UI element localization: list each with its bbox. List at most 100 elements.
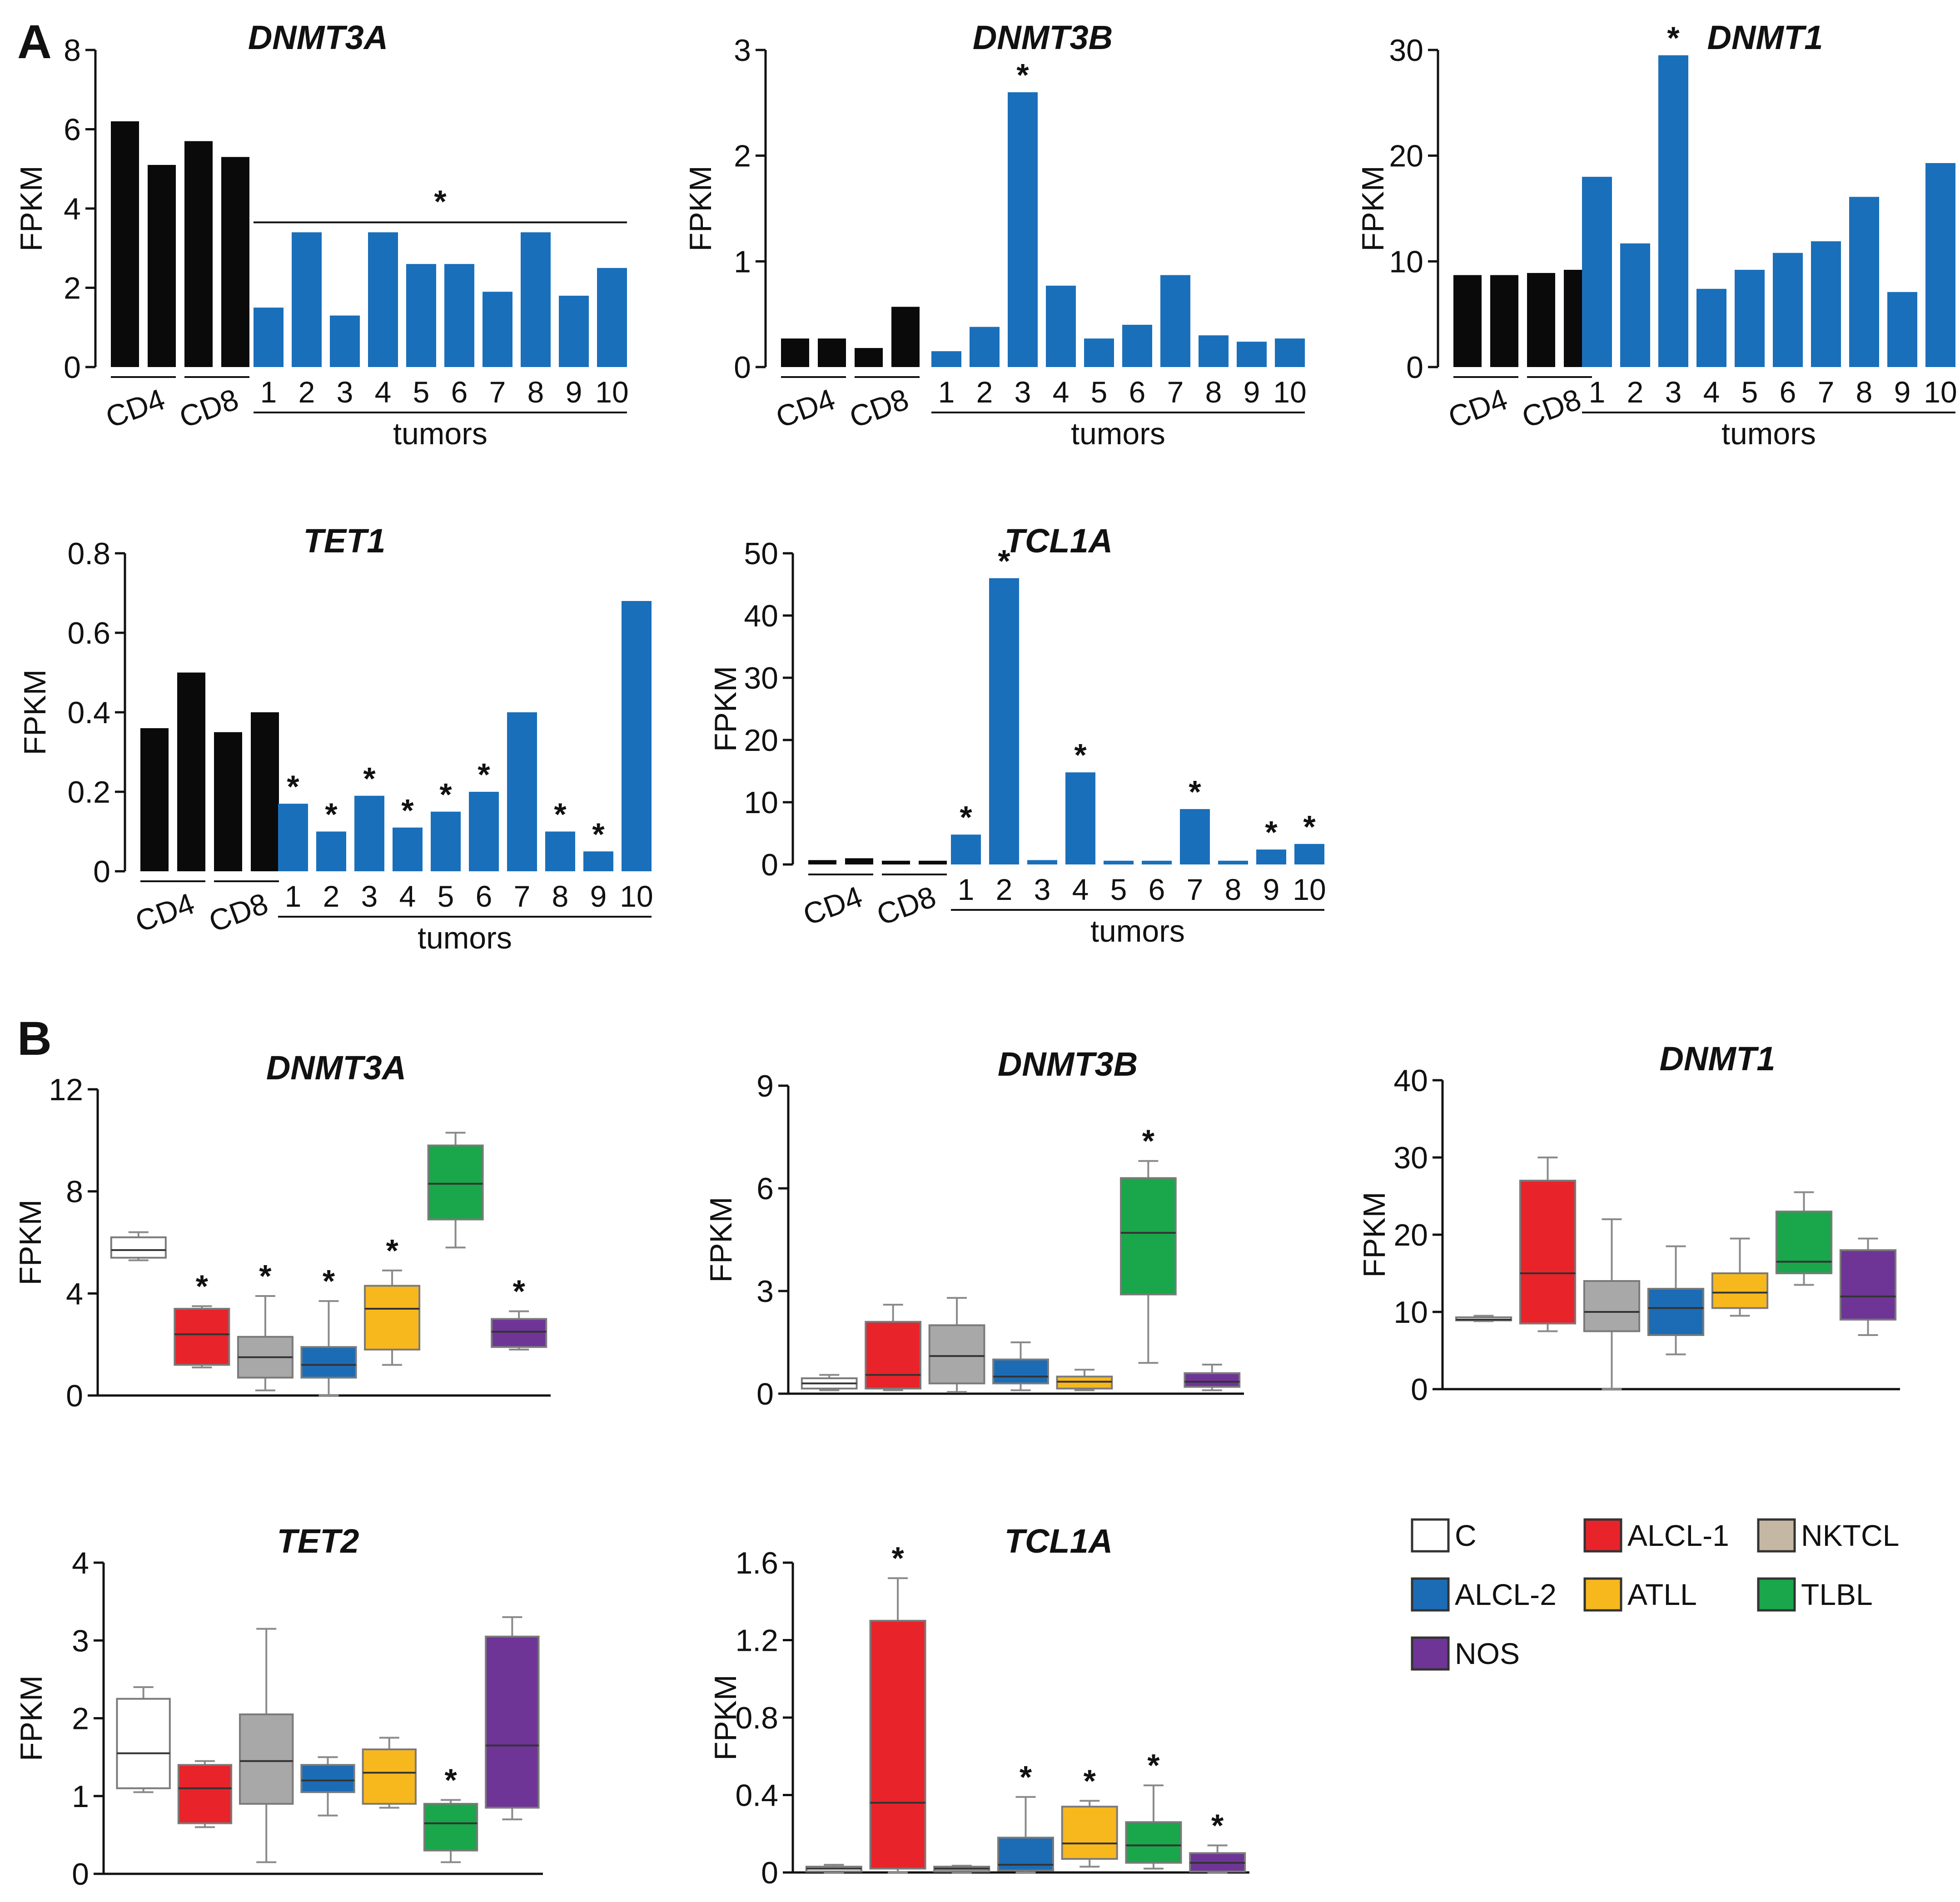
y-tick-label: 4: [72, 1546, 89, 1580]
box-alcl-1: [1519, 1157, 1577, 1332]
significance-star: *: [386, 1233, 398, 1268]
y-axis-label: FPKM: [708, 1675, 743, 1761]
significance-star: *: [998, 543, 1010, 579]
y-tick-label: 2: [64, 271, 81, 306]
y-tick-label: 0: [64, 350, 81, 385]
box-c: [110, 1231, 167, 1261]
tumor-bar: [559, 295, 589, 367]
x-tick-label: 7: [1187, 873, 1204, 906]
y-tick-label: 20: [744, 723, 778, 758]
box-tlbl: *: [1125, 1748, 1182, 1870]
x-tick-label: 10: [620, 879, 653, 913]
control-bar: [1527, 273, 1555, 367]
significance-star: *: [1142, 1123, 1155, 1159]
x-tick-label: 7: [514, 879, 531, 913]
y-tick-label: 50: [744, 536, 778, 571]
significance-star: *: [259, 1258, 272, 1294]
significance-star: *: [401, 793, 414, 828]
tumor-bar: [316, 831, 346, 871]
control-bar: [845, 858, 873, 864]
x-tick-label: 6: [476, 879, 492, 913]
box-tlbl: [427, 1132, 484, 1249]
significance-star: *: [1084, 1763, 1096, 1798]
chart-title: DNMT3B: [973, 19, 1113, 56]
significance-star: *: [960, 800, 972, 835]
y-axis-label: FPKM: [13, 1200, 48, 1286]
legend-swatch: [1411, 1577, 1450, 1612]
control-bar: [214, 732, 242, 871]
box-atll: *: [1061, 1763, 1118, 1868]
box-chart-dnmt3b: DNMT3B 0 3 6 9 FPKM *: [704, 1045, 1244, 1411]
x-tick-label: 6: [1780, 375, 1796, 409]
x-tick-label: 2: [298, 375, 315, 409]
box-body: [110, 1236, 167, 1259]
control-bar: [891, 307, 920, 367]
box-nos: [1184, 1363, 1241, 1391]
tumor-bar: [292, 232, 322, 367]
legend-item-alcl-1: ALCL-1: [1583, 1518, 1729, 1553]
box-alcl-1: *: [174, 1268, 230, 1369]
y-tick-label: 0: [761, 848, 778, 882]
y-axis-label: FPKM: [14, 1675, 49, 1761]
significance-star: *: [1211, 1808, 1224, 1843]
legend-label: ATLL: [1627, 1578, 1697, 1611]
legend-label: NOS: [1455, 1637, 1520, 1670]
y-tick-label: 1: [72, 1779, 89, 1814]
tumor-bar: [1925, 163, 1955, 367]
box-alcl-2: *: [300, 1263, 357, 1396]
box-body: [1583, 1280, 1641, 1332]
control-bar: [184, 141, 213, 367]
y-axis-label: FPKM: [708, 666, 743, 752]
y-tick-label: 0: [761, 1856, 778, 1890]
panel-label-b: B: [17, 1012, 52, 1065]
box-chart-dnmt3a: DNMT3A 0 4 8 12 FPKM * * * * *: [13, 1049, 551, 1413]
bar-chart-tcl1a: TCL1A 0 10 20 30 40 50 FPKM CD4 CD8 1 * 2 * 3 4 * 5 6 7 * 8 9 *…: [708, 522, 1326, 949]
box-chart-dnmt1: DNMT1 0 10 20 30 40 FPKM: [1357, 1040, 1900, 1407]
significance-star: *: [1020, 1759, 1032, 1795]
tumor-bar: [1811, 241, 1841, 367]
legend-item-alcl-2: ALCL-2: [1411, 1577, 1557, 1612]
y-tick-label: 0.2: [67, 775, 110, 809]
bar-chart-tet1: TET1 0 0.2 0.4 0.6 0.8 FPKM CD4 CD8 1 * 2 * 3 * 4 * 5 * 6 * 7…: [18, 522, 653, 955]
control-bar: [781, 338, 809, 367]
y-tick-label: 20: [1389, 139, 1423, 174]
y-tick-label: 9: [756, 1069, 774, 1103]
legend-item-nktcl: NKTCL: [1757, 1518, 1899, 1553]
x-tick-label: 5: [1741, 375, 1758, 409]
significance-star: *: [1303, 809, 1316, 844]
tumor-bar: [1256, 849, 1286, 864]
x-tick-label: 7: [1818, 375, 1835, 409]
y-tick-label: 0.4: [67, 695, 110, 730]
control-group-label: CD4: [131, 886, 199, 939]
tumor-bar: [545, 831, 575, 871]
y-tick-label: 0: [93, 854, 110, 889]
box-body: [1125, 1821, 1182, 1864]
box-body: [1839, 1249, 1897, 1321]
box-nktcl: [239, 1628, 294, 1863]
y-tick-label: 0: [72, 1857, 89, 1892]
x-tick-label: 1: [285, 879, 302, 913]
x-tick-label: 4: [375, 375, 392, 409]
tumor-bar: [1008, 92, 1038, 367]
y-tick-label: 40: [1393, 1063, 1428, 1098]
tumor-bar: [970, 327, 1000, 367]
control-bar: [1453, 275, 1482, 367]
significance-star: *: [478, 757, 490, 792]
box-tlbl: *: [423, 1762, 478, 1863]
chart-title: DNMT1: [1707, 19, 1823, 56]
box-nos: *: [1189, 1808, 1246, 1873]
y-tick-label: 30: [1389, 33, 1423, 68]
tumor-bar: [431, 811, 461, 871]
legend-item-atll: ATLL: [1583, 1577, 1697, 1612]
y-tick-label: 4: [66, 1276, 83, 1311]
legend-swatch: [1583, 1577, 1622, 1612]
control-bar: [221, 157, 249, 367]
y-tick-label: 10: [744, 785, 778, 820]
legend-label: NKTCL: [1801, 1519, 1899, 1552]
control-group-label: CD8: [204, 886, 272, 939]
chart-title: TCL1A: [1005, 522, 1113, 560]
control-group-label: CD4: [771, 382, 839, 434]
box-nktcl: [1583, 1218, 1641, 1390]
y-tick-label: 6: [756, 1172, 774, 1206]
